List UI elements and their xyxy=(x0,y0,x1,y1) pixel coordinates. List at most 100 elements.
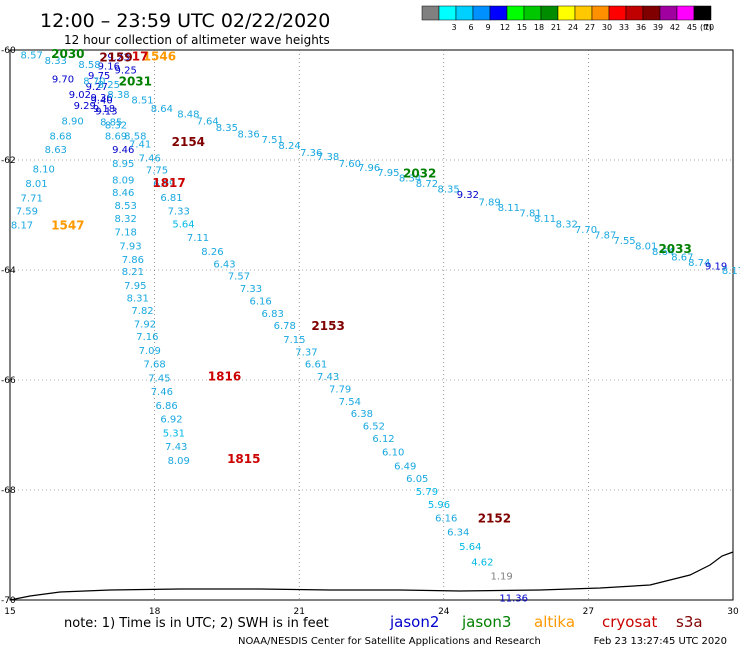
pass-time-label: 1817 xyxy=(152,176,185,190)
swh-value: 8.38 xyxy=(107,90,129,101)
chart-subtitle: 12 hour collection of altimeter wave hei… xyxy=(64,33,330,47)
swh-value: 8.70 xyxy=(83,76,105,87)
swh-value: 9.46 xyxy=(112,145,134,156)
swh-value: 8.11 xyxy=(534,214,556,225)
satellite-legend-jason3: jason3 xyxy=(461,613,511,631)
swh-value: 7.96 xyxy=(358,163,380,174)
chart-title: 12:00 – 23:59 UTC 02/22/2020 xyxy=(40,10,330,32)
swh-value: 8.32 xyxy=(105,120,127,131)
swh-value: 9.18 xyxy=(93,104,115,115)
color-scale-swatch xyxy=(455,5,474,21)
swh-value: 8.69 xyxy=(105,131,127,142)
color-scale-swatch xyxy=(659,5,678,21)
pass-time-label: 2032 xyxy=(403,167,436,181)
satellite-legend: jason2 jason3 altika cryosat s3a xyxy=(389,613,703,631)
swh-value: 8.90 xyxy=(62,116,84,127)
swh-value: 8.33 xyxy=(45,56,67,67)
swh-value: 7.57 xyxy=(228,272,250,283)
pass-time-label: 1815 xyxy=(227,452,260,466)
swh-value: 7.38 xyxy=(317,152,339,163)
color-scale-swatch xyxy=(472,5,491,21)
swh-value: 8.68 xyxy=(49,131,71,142)
color-scale-swatch xyxy=(540,5,559,21)
color-scale-swatch xyxy=(506,5,525,21)
swh-value: 7.71 xyxy=(21,193,43,204)
swh-value: 7.51 xyxy=(262,135,284,146)
swh-value: 9.32 xyxy=(457,190,479,201)
swh-value: 8.58 xyxy=(78,60,100,71)
swh-value: 7.70 xyxy=(575,225,597,236)
color-scale-label: 39 xyxy=(653,23,663,32)
color-scale-label: 45 xyxy=(687,23,697,32)
swh-value: 7.95 xyxy=(377,168,399,179)
pass-time-label: 2154 xyxy=(172,135,205,149)
swh-value: 8.01 xyxy=(25,179,47,190)
coastline-path xyxy=(9,551,734,601)
swh-value: 7.43 xyxy=(165,442,187,453)
swh-value: 8.34 xyxy=(399,174,421,185)
swh-value: 7.18 xyxy=(115,228,137,239)
swh-value: 8.58 xyxy=(124,131,146,142)
swh-value: 7.43 xyxy=(317,372,339,383)
swh-value: 8.95 xyxy=(112,159,134,170)
x-tick-label: 27 xyxy=(583,607,594,617)
swh-value: 7.93 xyxy=(119,241,141,252)
swh-value: 9.27 xyxy=(86,82,108,93)
y-tick-label: -64 xyxy=(1,266,16,276)
color-scale-label: 15 xyxy=(517,23,527,32)
swh-value: 8.67 xyxy=(671,252,693,263)
swh-value: 7.75 xyxy=(146,165,168,176)
satellite-legend-altika: altika xyxy=(534,613,575,631)
swh-value: 8.72 xyxy=(416,179,438,190)
swh-value: 7.11 xyxy=(187,233,209,244)
swh-value: 6.49 xyxy=(394,461,416,472)
color-scale-unit: (ft) xyxy=(700,23,712,32)
color-scale-label: 18 xyxy=(534,23,544,32)
y-tick-label: -66 xyxy=(1,376,16,386)
swh-value: 6.92 xyxy=(160,415,182,426)
color-scale-swatch xyxy=(608,5,627,21)
swh-value: 8.35 xyxy=(216,123,238,134)
swh-value: 8.36 xyxy=(237,130,259,141)
swh-value: 8.26 xyxy=(201,247,223,258)
footer-note: note: 1) Time is in UTC; 2) SWH is in fe… xyxy=(64,616,329,631)
color-scale-label: 33 xyxy=(619,23,629,32)
color-scale-swatch xyxy=(523,5,542,21)
color-scale-label: 21 xyxy=(551,23,561,32)
swh-value: 7.41 xyxy=(129,140,151,151)
swh-value: 7.81 xyxy=(519,208,541,219)
swh-value: 7.45 xyxy=(148,373,170,384)
swh-value: 8.01 xyxy=(635,241,657,252)
color-scale-swatch xyxy=(574,5,593,21)
grid-lines xyxy=(10,50,733,600)
swh-value: 8.48 xyxy=(177,109,199,120)
swh-value: 6.83 xyxy=(262,309,284,320)
swh-value: 1.19 xyxy=(491,571,513,582)
swh-value: 4.62 xyxy=(471,558,493,569)
swh-value: 8.17 xyxy=(11,220,33,231)
swh-value: 7.16 xyxy=(136,332,158,343)
swh-value: 6.61 xyxy=(305,360,327,371)
swh-value: 8.32 xyxy=(115,214,137,225)
swh-value: 6.34 xyxy=(447,527,469,538)
swh-value: 7.79 xyxy=(329,384,351,395)
swh-value: 8.17 xyxy=(722,266,740,277)
swh-value: 11.36 xyxy=(499,593,528,604)
swh-value: 7.36 xyxy=(300,148,322,159)
swh-value: 7.95 xyxy=(124,281,146,292)
swh-value: 9.29 xyxy=(74,101,96,112)
swh-value: 9.13 xyxy=(95,107,117,118)
swh-value: 6.81 xyxy=(160,193,182,204)
y-tick-label: -68 xyxy=(1,486,16,496)
color-scale-swatch xyxy=(642,5,661,21)
swh-value: 8.64 xyxy=(652,247,674,258)
swh-value: 8.25 xyxy=(98,80,120,91)
swh-value: 9.75 xyxy=(88,71,110,82)
swh-value: 6.38 xyxy=(351,409,373,420)
swh-value: 7.37 xyxy=(295,347,317,358)
coastline xyxy=(9,551,734,601)
swh-value: 9.25 xyxy=(115,65,137,76)
swh-value: 6.78 xyxy=(274,321,296,332)
